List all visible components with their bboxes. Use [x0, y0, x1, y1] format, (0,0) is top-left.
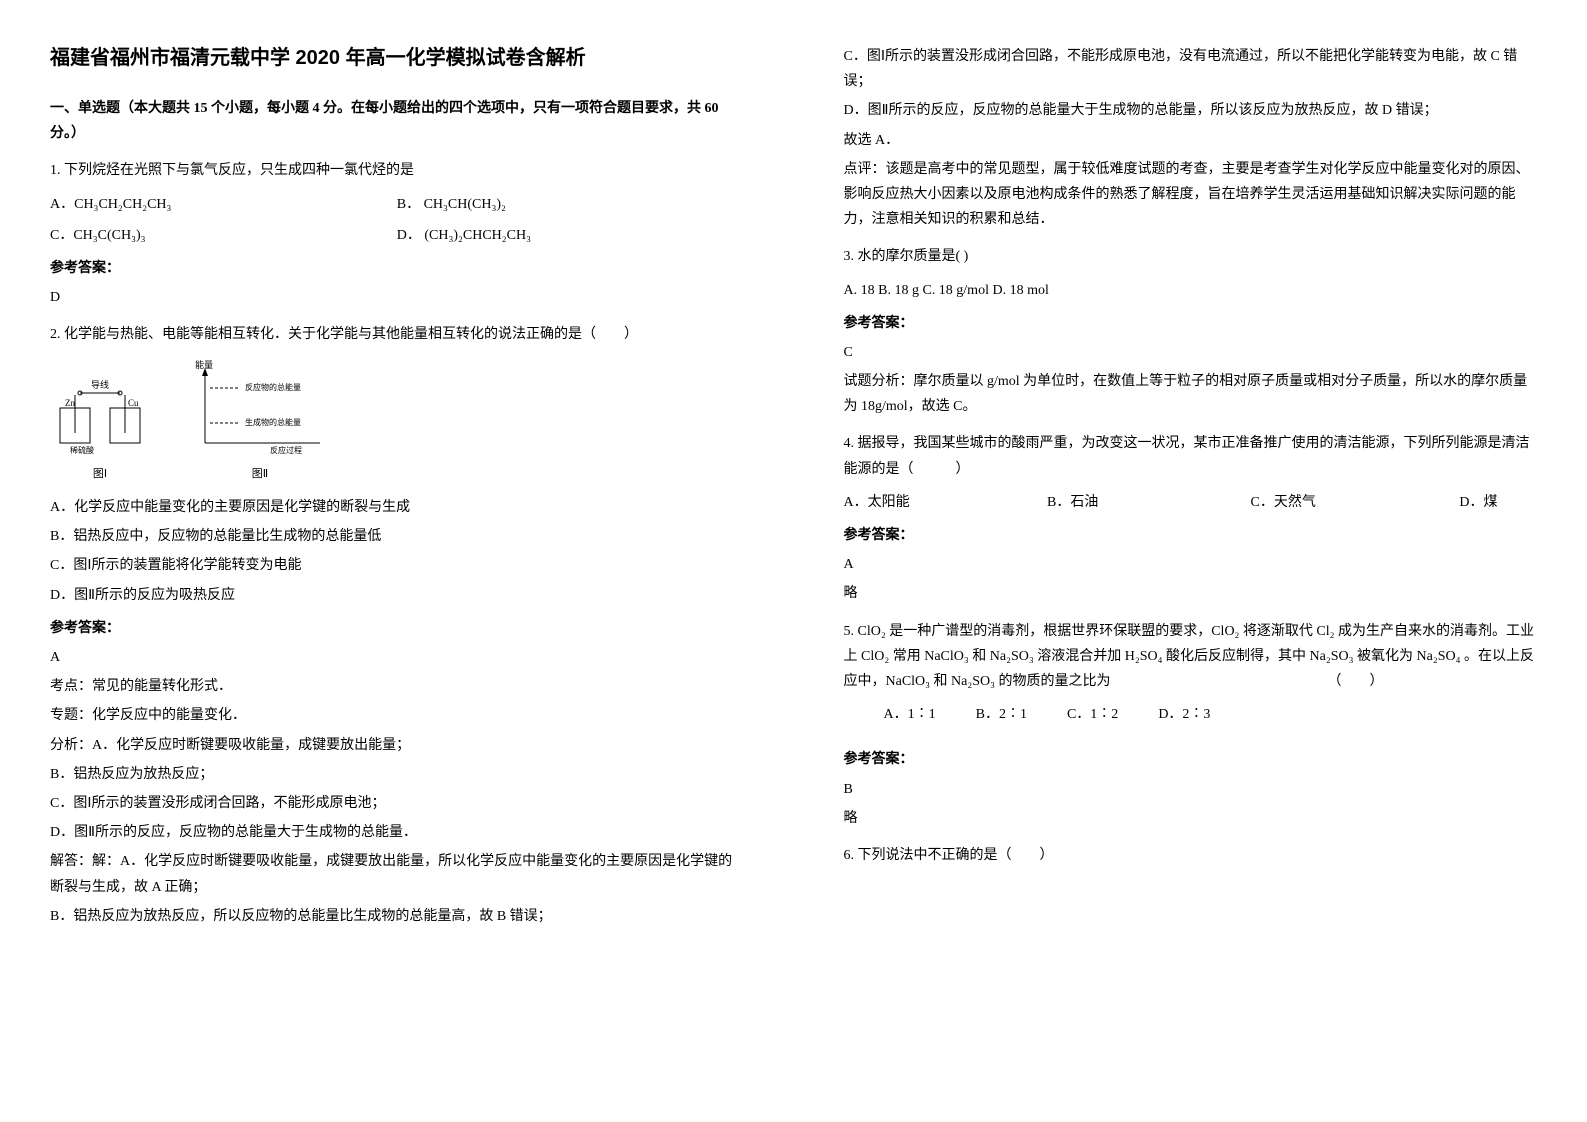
- energy-svg: 能量 反应物的总能量 生成物的总能量 反应过程: [190, 358, 330, 458]
- q2-answer-label: 参考答案：: [50, 616, 744, 641]
- q5-options: A．1∶1 B．2∶1 C．1∶2 D．2∶3: [884, 702, 1538, 727]
- q3-text: 3. 水的摩尔质量是( ): [844, 244, 1538, 269]
- q3-answer: C: [844, 340, 1538, 365]
- q2-text: 2. 化学能与热能、电能等能相互转化．关于化学能与其他能量相互转化的说法正确的是…: [50, 322, 744, 347]
- right-column: C．图Ⅰ所示的装置没形成闭合回路，不能形成原电池，没有电流通过，所以不能把化学能…: [794, 0, 1587, 1122]
- q2-a10: D．图Ⅱ所示的反应，反应物的总能量大于生成物的总能量，所以该反应为放热反应，故 …: [844, 98, 1538, 123]
- question-4: 4. 据报导，我国某些城市的酸雨严重，为改变这一状况，某市正准备推广使用的清洁能…: [844, 431, 1538, 606]
- svg-text:反应物的总能量: 反应物的总能量: [245, 382, 301, 392]
- q2-a5: C．图Ⅰ所示的装置没形成闭合回路，不能形成原电池；: [50, 791, 744, 816]
- q5-note: 略: [844, 806, 1538, 831]
- q2-a4: B．铝热反应为放热反应；: [50, 762, 744, 787]
- question-3: 3. 水的摩尔质量是( ) A. 18 B. 18 g C. 18 g/mol …: [844, 244, 1538, 419]
- q1-optA: A．CH₃CH₂CH₂CH₃: [50, 192, 397, 217]
- q1-optD: D． (CH₃)₂CHCH₂CH₃: [397, 223, 744, 248]
- q2-a9: C．图Ⅰ所示的装置没形成闭合回路，不能形成原电池，没有电流通过，所以不能把化学能…: [844, 44, 1538, 94]
- svg-text:Cu: Cu: [128, 398, 139, 408]
- q3-answer-label: 参考答案：: [844, 311, 1538, 336]
- question-5: 5. ClO₂ 是一种广谱型的消毒剂，根据世界环保联盟的要求，ClO₂ 将逐渐取…: [844, 619, 1538, 831]
- left-column: 福建省福州市福清元载中学 2020 年高一化学模拟试卷含解析 一、单选题（本大题…: [0, 0, 794, 1122]
- q5-optA: A．1∶1: [884, 702, 936, 727]
- q5-answer-label: 参考答案：: [844, 747, 1538, 772]
- q5-optB: B．2∶1: [976, 702, 1027, 727]
- circuit-diagram: 导线 Zn Cu 稀硫酸 图Ⅰ: [50, 378, 150, 486]
- q1-options-row1: A．CH₃CH₂CH₂CH₃ B． CH₃CH(CH₃)₂: [50, 192, 744, 217]
- energy-diagram: 能量 反应物的总能量 生成物的总能量 反应过程 图Ⅱ: [190, 358, 330, 486]
- page-title: 福建省福州市福清元载中学 2020 年高一化学模拟试卷含解析: [50, 40, 744, 76]
- question-6: 6. 下列说法中不正确的是（ ）: [844, 843, 1538, 868]
- q2-a12: 点评：该题是高考中的常见题型，属于较低难度试题的考查，主要是考查学生对化学反应中…: [844, 157, 1538, 233]
- q6-text: 6. 下列说法中不正确的是（ ）: [844, 843, 1538, 868]
- q4-note: 略: [844, 581, 1538, 606]
- q4-answer-label: 参考答案：: [844, 523, 1538, 548]
- question-1: 1. 下列烷烃在光照下与氯气反应，只生成四种一氯代烃的是 A．CH₃CH₂CH₂…: [50, 158, 744, 310]
- q1-options-row2: C．CH₃C(CH₃)₃ D． (CH₃)₂CHCH₂CH₃: [50, 223, 744, 248]
- q1-answer: D: [50, 285, 744, 310]
- q4-answer: A: [844, 552, 1538, 577]
- question-2: 2. 化学能与热能、电能等能相互转化．关于化学能与其他能量相互转化的说法正确的是…: [50, 322, 744, 929]
- q2-a3: 分析：A．化学反应时断键要吸收能量，成键要放出能量；: [50, 733, 744, 758]
- q3-opts: A. 18 B. 18 g C. 18 g/mol D. 18 mol: [844, 278, 1538, 303]
- q1-text: 1. 下列烷烃在光照下与氯气反应，只生成四种一氯代烃的是: [50, 158, 744, 183]
- q4-optC: C．天然气: [1251, 495, 1316, 510]
- q2-optD: D．图Ⅱ所示的反应为吸热反应: [50, 583, 744, 608]
- q4-optA: A．太阳能: [844, 490, 1044, 515]
- q2-a2: 专题：化学反应中的能量变化．: [50, 703, 744, 728]
- svg-text:Zn: Zn: [65, 398, 75, 408]
- svg-text:能量: 能量: [195, 359, 213, 370]
- diagram2-label: 图Ⅱ: [190, 465, 330, 485]
- q4-optD: D．煤: [1459, 490, 1497, 515]
- diagram1-label: 图Ⅰ: [50, 465, 150, 485]
- q1-optC: C．CH₃C(CH₃)₃: [50, 223, 397, 248]
- svg-text:生成物的总能量: 生成物的总能量: [245, 417, 301, 427]
- q5-text: 5. ClO₂ 是一种广谱型的消毒剂，根据世界环保联盟的要求，ClO₂ 将逐渐取…: [844, 619, 1538, 695]
- q3-analysis: 试题分析：摩尔质量以 g/mol 为单位时，在数值上等于粒子的相对原子质量或相对…: [844, 369, 1538, 419]
- q4-optB: B．石油: [1047, 490, 1247, 515]
- q2-diagram: 导线 Zn Cu 稀硫酸 图Ⅰ 能量: [50, 358, 744, 486]
- q2-optA: A．化学反应中能量变化的主要原因是化学键的断裂与生成: [50, 495, 744, 520]
- section-header: 一、单选题（本大题共 15 个小题，每小题 4 分。在每小题给出的四个选项中，只…: [50, 96, 744, 146]
- q2-a6: D．图Ⅱ所示的反应，反应物的总能量大于生成物的总能量．: [50, 820, 744, 845]
- q1-answer-label: 参考答案：: [50, 256, 744, 281]
- q2-a1: 考点：常见的能量转化形式．: [50, 674, 744, 699]
- svg-text:反应过程: 反应过程: [270, 445, 302, 455]
- q2-a11: 故选 A．: [844, 128, 1538, 153]
- q2-a8: B．铝热反应为放热反应，所以反应物的总能量比生成物的总能量高，故 B 错误；: [50, 904, 744, 929]
- q5-answer: B: [844, 777, 1538, 802]
- q2-answer: A: [50, 645, 744, 670]
- svg-text:导线: 导线: [91, 379, 109, 390]
- circuit-svg: 导线 Zn Cu 稀硫酸: [50, 378, 150, 458]
- q4-options: A．太阳能 B．石油 C．天然气 D．煤: [844, 490, 1538, 515]
- q5-optD: D．2∶3: [1158, 702, 1210, 727]
- svg-text:稀硫酸: 稀硫酸: [70, 445, 94, 455]
- q5-optC: C．1∶2: [1067, 702, 1118, 727]
- q2-a7: 解答：解：A．化学反应时断键要吸收能量，成键要放出能量，所以化学反应中能量变化的…: [50, 849, 744, 899]
- q4-text: 4. 据报导，我国某些城市的酸雨严重，为改变这一状况，某市正准备推广使用的清洁能…: [844, 431, 1538, 481]
- q2-optC: C．图Ⅰ所示的装置能将化学能转变为电能: [50, 553, 744, 578]
- q1-optB: B． CH₃CH(CH₃)₂: [397, 192, 744, 217]
- q2-optB: B．铝热反应中，反应物的总能量比生成物的总能量低: [50, 524, 744, 549]
